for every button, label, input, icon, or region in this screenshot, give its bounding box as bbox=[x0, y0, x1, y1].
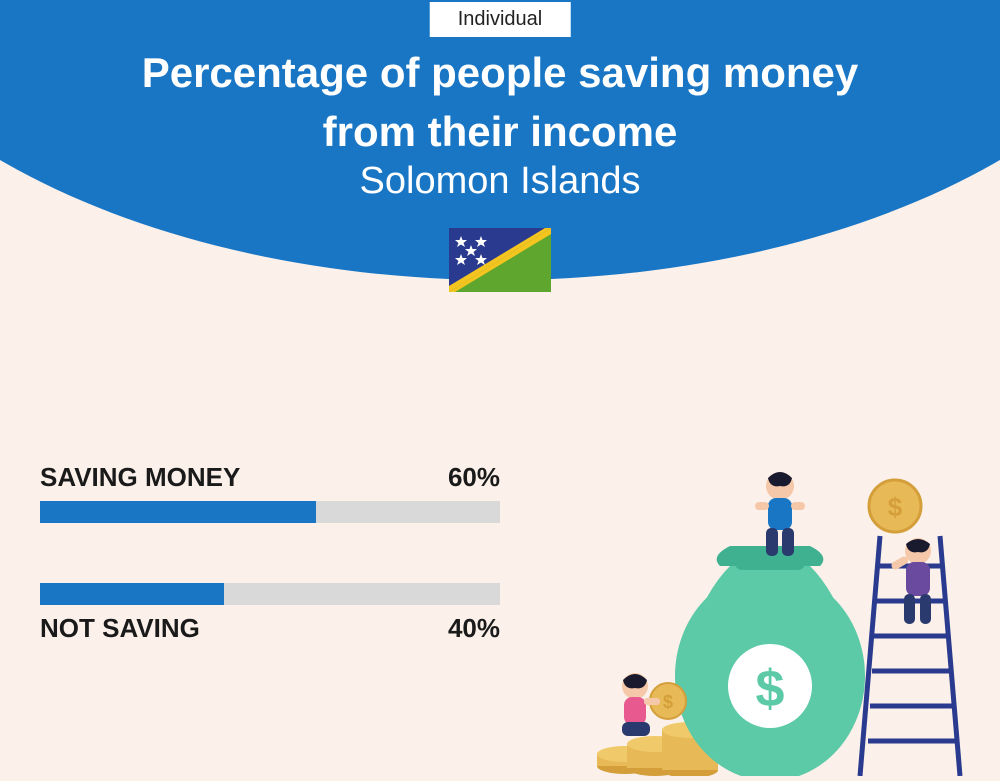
svg-text:$: $ bbox=[888, 492, 903, 522]
bar-value: 40% bbox=[448, 613, 500, 644]
bar-track bbox=[40, 501, 500, 523]
svg-text:$: $ bbox=[756, 660, 785, 718]
solomon-islands-flag-icon bbox=[449, 228, 551, 292]
money-bag-icon: $ bbox=[675, 546, 865, 776]
subtitle: Solomon Islands bbox=[0, 160, 1000, 203]
bar-track bbox=[40, 583, 500, 605]
bars-area: SAVING MONEY 60% NOT SAVING 40% bbox=[40, 462, 500, 704]
bar-group-saving: SAVING MONEY 60% bbox=[40, 462, 500, 523]
bar-label: SAVING MONEY bbox=[40, 462, 240, 493]
bar-group-not-saving: NOT SAVING 40% bbox=[40, 583, 500, 644]
bar-value: 60% bbox=[448, 462, 500, 493]
bar-label: NOT SAVING bbox=[40, 613, 200, 644]
svg-text:$: $ bbox=[663, 692, 673, 712]
bar-label-row: NOT SAVING 40% bbox=[40, 613, 500, 644]
money-saving-illustration: $ $ bbox=[580, 436, 980, 776]
title-line-2: from their income bbox=[0, 103, 1000, 162]
bar-fill bbox=[40, 501, 316, 523]
title-line-1: Percentage of people saving money bbox=[0, 44, 1000, 103]
bar-fill bbox=[40, 583, 224, 605]
person-icon bbox=[755, 472, 805, 556]
page-title: Percentage of people saving money from t… bbox=[0, 44, 1000, 162]
bar-label-row: SAVING MONEY 60% bbox=[40, 462, 500, 493]
category-badge: Individual bbox=[430, 2, 571, 37]
